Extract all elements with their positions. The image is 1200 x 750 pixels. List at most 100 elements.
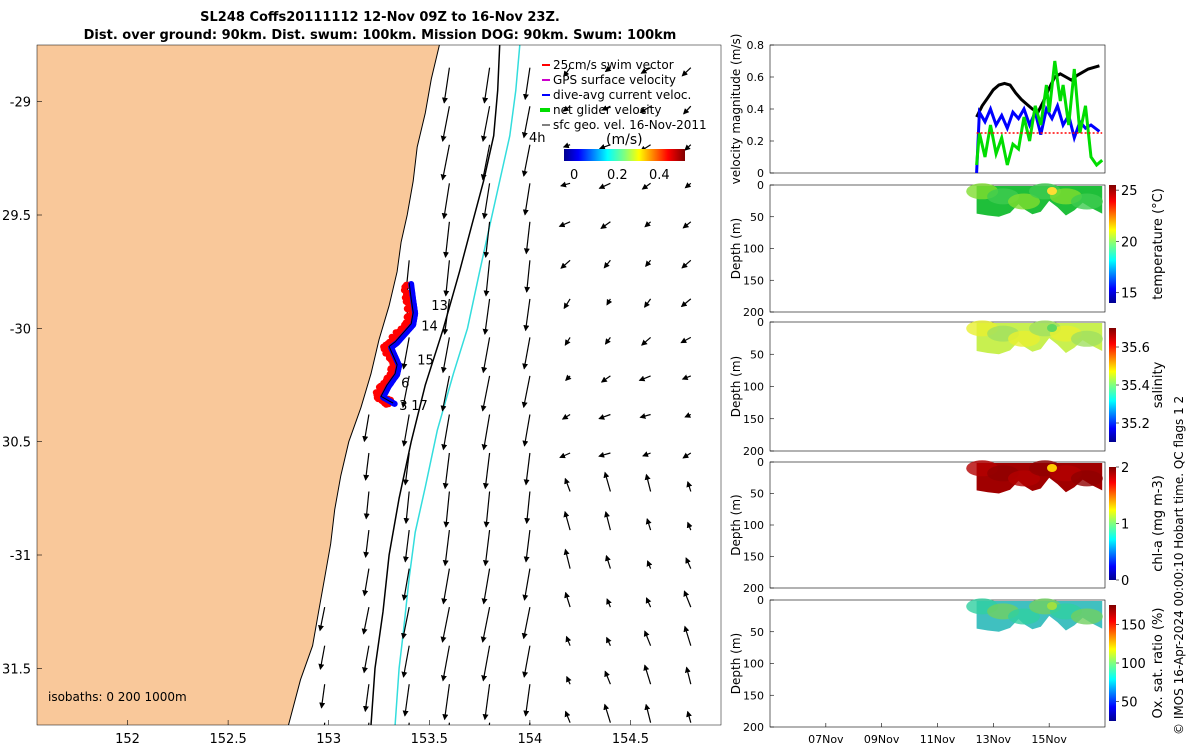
velocity-vector: [686, 710, 692, 723]
velocity-vector: [441, 568, 450, 605]
legend-dive: dive-avg current veloc.: [553, 88, 691, 102]
velocity-vector: [598, 182, 611, 189]
map-axes: 152 152.5 153 153.5 154 154.5-2929.5-3030.5-3…: [2, 96, 649, 747]
x-tick-label: 153.5: [411, 732, 448, 747]
colorbar-tick-label: 0: [1121, 574, 1129, 589]
velocity-vector: [604, 670, 611, 685]
profile-patch: [1070, 608, 1103, 625]
panel-x-tick-label: 07Nov: [808, 733, 844, 746]
y-tick-label: -31: [10, 549, 31, 564]
panel-y-tick-label: 100: [743, 381, 764, 394]
velocity-vector: [522, 568, 531, 601]
y-tick-label: 30.5: [2, 436, 31, 451]
velocity-vector: [566, 675, 572, 685]
velocity-vector: [483, 221, 491, 258]
velocity-vector: [600, 375, 611, 383]
panel-frame: [769, 184, 1106, 313]
panel-y-label: Depth (m): [729, 633, 743, 694]
velocity-vector: [601, 105, 611, 111]
velocity-vector: [646, 560, 653, 569]
velocity-vector: [481, 645, 491, 682]
velocity-vector: [639, 413, 651, 419]
velocity-vector: [683, 590, 692, 608]
day-labels: 13 14 15 617 3: [399, 299, 448, 414]
velocity-vector: [565, 635, 572, 646]
velocity-vector: [442, 530, 450, 567]
velocity-vector: [363, 530, 370, 558]
velocity-vector: [680, 298, 692, 308]
velocity-vector: [488, 722, 491, 725]
colorbar-label: chl-a (mg m-3): [1151, 475, 1166, 572]
panel-frame: [769, 321, 1106, 452]
velocity-vector: [604, 511, 611, 531]
velocity-vector: [563, 298, 571, 310]
velocity-vector: [606, 298, 613, 306]
panel-1: 0 50 100 150 200 Depth (m): [729, 179, 1106, 319]
isobath-1000m: [394, 45, 521, 725]
colorbar-label: Ox. sat. ratio (%): [1151, 608, 1166, 719]
panel-y-tick-label: 0: [757, 167, 764, 180]
velocity-vector: [598, 144, 611, 150]
panel-y-tick-label: 150: [743, 689, 764, 702]
x-tick-label: 152.5: [210, 732, 247, 747]
velocity-vector: [603, 703, 611, 723]
velocity-vector: [402, 684, 410, 717]
velocity-vector: [564, 710, 571, 723]
colorbar-tick-label: 35.4: [1121, 379, 1150, 394]
day-label: 17: [411, 399, 428, 414]
velocity-vector: [682, 221, 692, 229]
velocity-vector: [443, 260, 450, 297]
velocity-vector: [563, 548, 571, 569]
velocity-vector: [401, 645, 410, 678]
profile-patch: [1008, 193, 1040, 210]
figure-title-line2: Dist. over ground: 90km. Dist. swum: 100…: [83, 28, 677, 43]
velocity-vector: [482, 67, 491, 104]
day-label: 3: [399, 399, 407, 414]
glider-track: [372, 281, 419, 408]
velocity-vector: [523, 684, 531, 717]
velocity-vector: [563, 67, 571, 78]
velocity-vector: [686, 480, 693, 492]
panel-y-tick-label: 200: [743, 306, 764, 319]
velocity-vector: [441, 67, 450, 104]
velocity-vector: [560, 181, 571, 188]
velocity-vector: [408, 722, 410, 725]
panel-y-tick-label: 150: [743, 413, 764, 426]
x-tick-label: 152: [115, 732, 140, 747]
velocity-vector: [564, 477, 571, 492]
velocity-vector: [522, 337, 531, 370]
velocity-vector: [684, 144, 692, 151]
velocity-vector: [480, 106, 491, 142]
velocity-vector: [442, 452, 450, 490]
panel-y-label: velocity magnitude (m/s): [729, 34, 743, 185]
velocity-vector: [363, 491, 370, 520]
colorbar-tick-0: 0: [570, 168, 578, 183]
velocity-vector: [521, 106, 531, 139]
panel-x-tick-label: 13Nov: [976, 733, 1012, 746]
panel-y-label: Depth (m): [729, 218, 743, 279]
colorbar-unit-label: (m/s): [606, 132, 643, 148]
velocity-vector: [441, 183, 450, 220]
velocity-vector: [440, 144, 450, 181]
velocity-vector: [606, 598, 612, 608]
velocity-vector: [319, 684, 326, 709]
profile-patch: [1008, 470, 1040, 487]
velocity-vector: [523, 452, 531, 486]
colorbar-tick-label: 1: [1121, 518, 1129, 533]
velocity-vector: [440, 337, 450, 374]
velocity-vector: [442, 298, 450, 335]
velocity-vector: [639, 105, 651, 114]
panel-y-tick-label: 200: [743, 582, 764, 595]
velocity-vector: [361, 606, 370, 635]
velocity-vector: [561, 413, 571, 420]
velocity-vector: [606, 636, 612, 646]
map-legend: 25cm/s swim vector GPS surface velocity …: [529, 58, 707, 183]
surface-velocity-vectors: [318, 66, 693, 725]
velocity-vector: [440, 645, 450, 682]
land-polygon: [37, 45, 440, 725]
velocity-vector: [401, 568, 410, 601]
velocity-vector: [401, 414, 410, 447]
isobath-200m: [370, 45, 501, 725]
colorbar-label: salinity: [1151, 361, 1166, 408]
glider-track-line: [380, 282, 414, 404]
